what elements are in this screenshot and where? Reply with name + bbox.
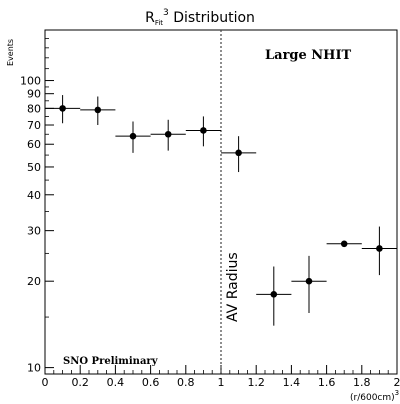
y-tick-label: 60	[27, 138, 41, 151]
data-point	[185, 116, 221, 147]
x-tick-label: 1	[218, 376, 225, 389]
x-tick-label: 0.2	[71, 376, 89, 389]
x-tick-label: 0.8	[177, 376, 195, 389]
data-point	[45, 95, 81, 124]
y-tick-label: 30	[27, 225, 41, 238]
data-marker	[164, 130, 172, 138]
data-point	[291, 255, 327, 313]
chart-title-subscript: Fit	[155, 19, 163, 27]
chart-title-rest: Distribution	[169, 10, 255, 26]
y-tick-label: 70	[27, 119, 41, 132]
data-marker	[340, 240, 348, 248]
data-point	[361, 226, 397, 276]
data-point	[221, 136, 257, 173]
x-axis-ticks: 0 0.2 0.4 0.6 0.8 1 1.2 1.4 1.6 1.8 2	[42, 365, 400, 389]
data-series	[45, 95, 397, 326]
y-tick-label: 100	[20, 75, 41, 88]
x-tick-label: 0	[42, 376, 49, 389]
x-axis-label-main: (r/600cm)	[350, 393, 395, 403]
y-tick-label: 40	[27, 189, 41, 202]
y-tick-label: 90	[27, 88, 41, 101]
av-radius-marker: AV Radius	[220, 30, 241, 374]
chart-title-main: R	[145, 10, 155, 26]
data-point	[150, 119, 186, 151]
data-marker	[59, 105, 66, 112]
x-tick-label: 1.8	[353, 376, 371, 389]
data-marker	[270, 291, 278, 298]
av-radius-label: AV Radius	[225, 252, 241, 322]
chart-title-superscript: 3	[163, 8, 169, 18]
data-marker	[235, 149, 242, 157]
data-marker	[129, 132, 137, 140]
x-tick-label: 0.6	[142, 376, 160, 389]
y-tick-label: 50	[27, 161, 41, 174]
x-tick-label: 0.4	[107, 376, 125, 389]
y-tick-label: 20	[27, 275, 41, 288]
y-axis-label: Events	[6, 39, 15, 66]
x-tick-label: 1.4	[283, 376, 301, 389]
x-tick-label: 2	[394, 376, 400, 389]
data-point	[326, 240, 362, 248]
x-axis-label: (r/600cm)3	[350, 389, 399, 403]
data-point	[80, 96, 116, 126]
data-point	[115, 121, 151, 153]
data-marker	[94, 106, 102, 114]
data-point	[256, 266, 292, 326]
x-tick-label: 1.6	[318, 376, 336, 389]
data-marker	[305, 277, 313, 285]
annotation-sno-preliminary: SNO Preliminary	[63, 356, 159, 367]
data-marker	[376, 245, 383, 252]
y-tick-label: 10	[27, 362, 41, 375]
annotation-large-nhit: Large NHIT	[265, 48, 352, 63]
y-tick-label: 80	[27, 102, 41, 115]
x-axis-label-superscript: 3	[395, 389, 399, 397]
x-tick-label: 1.2	[247, 376, 265, 389]
chart-title: RFit3 Distribution	[145, 8, 255, 27]
data-marker	[200, 127, 207, 134]
